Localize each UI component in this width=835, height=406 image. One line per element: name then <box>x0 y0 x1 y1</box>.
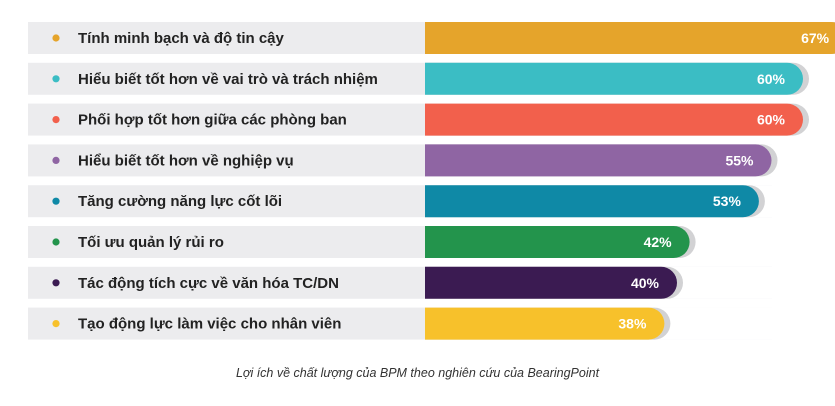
category-label: Tính minh bạch và độ tin cậy <box>78 30 285 47</box>
value-label: 55% <box>725 152 754 168</box>
category-label: Tác động tích cực về văn hóa TC/DN <box>78 275 339 292</box>
bar <box>425 307 665 340</box>
bullet-dot <box>52 75 60 83</box>
bar <box>425 103 803 136</box>
value-label: 53% <box>713 193 742 209</box>
bar <box>425 144 772 177</box>
bar <box>425 22 835 54</box>
bullet-dot <box>52 320 60 328</box>
bullet-dot <box>52 156 60 164</box>
chart-row: Tính minh bạch và độ tin cậy 67% <box>28 22 835 54</box>
bar-chart: Tính minh bạch và độ tin cậy 67% Hiểu biết… <box>28 22 835 340</box>
bar <box>425 62 803 95</box>
category-label: Tăng cường năng lực cốt lõi <box>78 193 282 210</box>
value-label: 67% <box>801 30 830 46</box>
category-label: Tối ưu quản lý rủi ro <box>78 234 224 251</box>
value-label: 40% <box>631 275 660 291</box>
category-label: Tạo động lực làm việc cho nhân viên <box>78 316 341 333</box>
category-label: Hiểu biết tốt hơn về nghiệp vụ <box>78 152 294 169</box>
bullet-dot <box>52 116 60 124</box>
bar <box>425 185 759 218</box>
value-label: 60% <box>757 71 786 87</box>
category-label: Hiểu biết tốt hơn về vai trò và trách nh… <box>78 71 378 88</box>
value-label: 42% <box>644 234 673 250</box>
bar <box>425 226 690 258</box>
value-label: 60% <box>757 112 786 128</box>
chart-row: Tác động tích cực về văn hóa TC/DN 40% <box>28 266 772 299</box>
chart-row: Phối hợp tốt hơn giữa các phòng ban 60% <box>28 103 809 136</box>
chart-row: Hiểu biết tốt hơn về vai trò và trách nh… <box>28 62 809 95</box>
value-label: 38% <box>618 316 647 332</box>
chart-row: Tối ưu quản lý rủi ro 42% <box>28 226 772 258</box>
category-label: Phối hợp tốt hơn giữa các phòng ban <box>78 112 347 129</box>
bullet-dot <box>52 197 60 205</box>
bar <box>425 266 677 299</box>
chart-row: Hiểu biết tốt hơn về nghiệp vụ 55% <box>28 144 778 177</box>
bullet-dot <box>52 238 60 246</box>
chart-row: Tăng cường năng lực cốt lõi 53% <box>28 185 772 218</box>
bullet-dot <box>52 279 60 287</box>
bullet-dot <box>52 34 60 42</box>
chart-row: Tạo động lực làm việc cho nhân viên 38% <box>28 307 772 340</box>
chart-caption: Lợi ích về chất lượng của BPM theo nghiê… <box>235 366 600 380</box>
